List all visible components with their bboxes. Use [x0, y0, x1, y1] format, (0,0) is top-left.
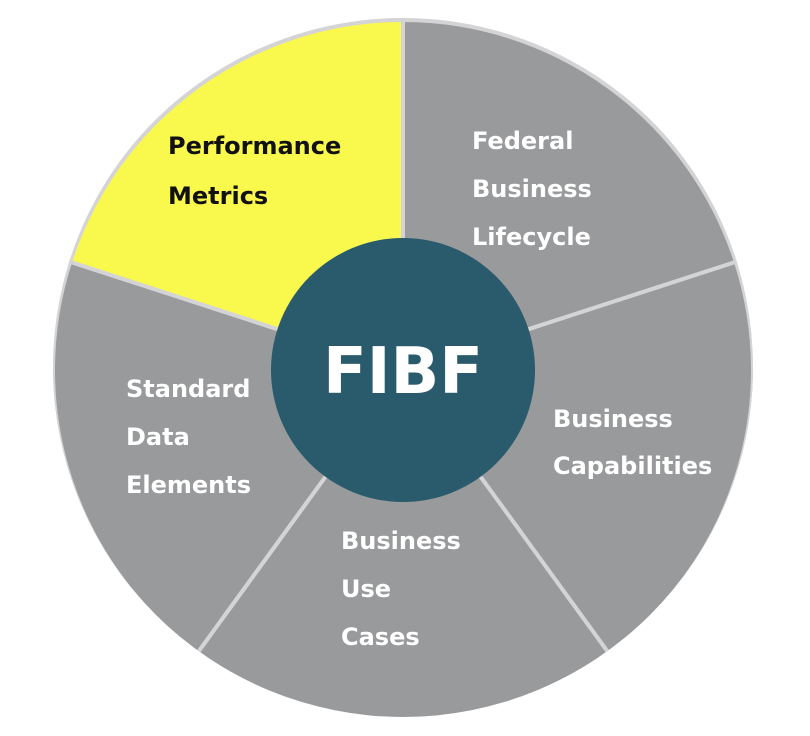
segment-label-line: Business: [341, 527, 461, 555]
segment-label-business-use-cases: Business Use Cases: [341, 527, 461, 651]
segment-label-line: Business: [472, 175, 592, 203]
segment-label-line: Metrics: [168, 182, 268, 210]
segment-label-line: Use: [341, 575, 391, 603]
segment-label-line: Lifecycle: [472, 223, 591, 251]
segment-label-standard-data-elements: Standard Data Elements: [126, 375, 251, 499]
segment-label-line: Performance: [168, 132, 341, 160]
segment-label-performance-metrics: Performance Metrics: [168, 132, 341, 210]
segment-label-line: Data: [126, 423, 190, 451]
segment-label-business-capabilities: Business Capabilities: [553, 405, 712, 480]
segment-label-line: Elements: [126, 471, 251, 499]
center-hub: [271, 238, 535, 502]
segment-label-federal-business-lifecycle: Federal Business Lifecycle: [472, 127, 592, 251]
segment-label-line: Business: [553, 405, 673, 433]
segment-label-line: Cases: [341, 623, 420, 651]
segment-label-line: Standard: [126, 375, 250, 403]
segment-labels: Performance Metrics Federal Business Lifecyc…: [126, 127, 712, 651]
segment-label-line: Federal: [472, 127, 573, 155]
center-label: FIBF: [323, 335, 483, 409]
segment-label-line: Capabilities: [553, 452, 712, 480]
